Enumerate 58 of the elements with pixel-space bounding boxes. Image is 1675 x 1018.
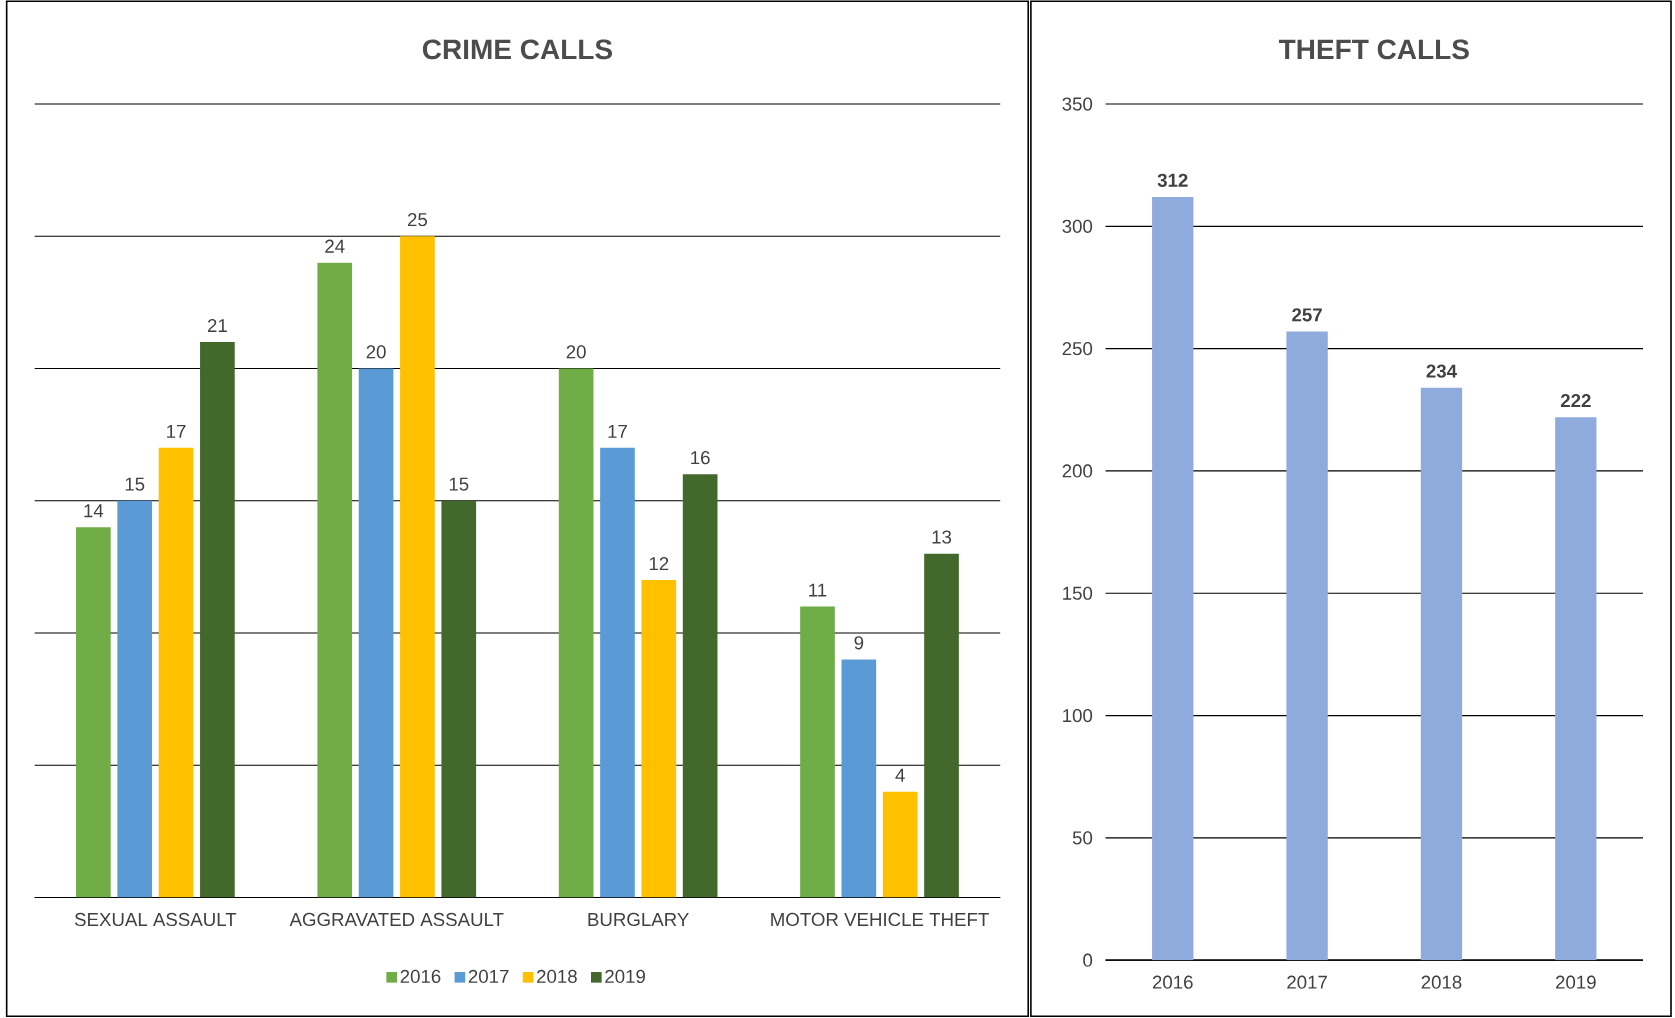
bar	[400, 236, 435, 898]
data-label: 25	[407, 213, 428, 227]
y-tick-label: 250	[1062, 342, 1093, 356]
y-tick-label: 100	[1063, 709, 1093, 723]
y-tick-label: 350	[1062, 97, 1093, 111]
data-label: 20	[566, 345, 586, 359]
bar	[600, 448, 635, 898]
data-label: 21	[207, 319, 227, 333]
bar	[358, 368, 394, 898]
bar	[1555, 417, 1597, 961]
bar	[841, 659, 877, 898]
bar	[1420, 388, 1463, 961]
data-label: 9	[854, 636, 864, 650]
chart-title: THEFT CALLS	[1278, 39, 1469, 60]
bar	[682, 474, 718, 898]
data-label: 15	[449, 477, 469, 491]
data-label: 11	[809, 583, 827, 597]
x-tick-label: AGGRAVATED ASSAULT	[289, 913, 504, 927]
y-tick-label: 200	[1062, 464, 1093, 478]
bar	[558, 368, 594, 898]
chart-title: CRIME CALLS	[422, 39, 612, 60]
y-tick-label: 150	[1063, 586, 1093, 601]
data-label: 234	[1426, 364, 1457, 378]
x-tick-label: MOTOR VEHICLE THEFT	[771, 913, 989, 927]
bar	[924, 553, 959, 898]
bar	[200, 342, 235, 898]
bar	[158, 448, 194, 898]
data-label: 17	[608, 425, 627, 439]
x-tick-label: SEXUAL ASSAULT	[74, 913, 237, 927]
bar	[1286, 331, 1328, 961]
bar	[882, 791, 918, 898]
bar	[800, 606, 835, 898]
data-label: 312	[1157, 173, 1188, 188]
bar	[1152, 197, 1194, 961]
bar	[317, 262, 353, 898]
y-tick-label: 300	[1062, 219, 1093, 234]
data-label: 16	[691, 451, 710, 465]
x-tick-label: 2019	[1556, 975, 1596, 990]
data-label: 15	[125, 477, 145, 491]
bar	[76, 527, 111, 898]
bar	[117, 501, 153, 898]
x-tick-label: BURGLARY	[588, 913, 689, 927]
data-label: 257	[1292, 308, 1322, 322]
data-label: 24	[325, 239, 345, 253]
bar	[641, 580, 677, 898]
data-label: 4	[895, 769, 905, 782]
data-label: 13	[932, 530, 952, 544]
data-label: 17	[167, 425, 186, 439]
data-label: 14	[84, 504, 104, 518]
data-label: 12	[649, 557, 669, 571]
data-label: 20	[366, 345, 386, 359]
y-tick-label: 0	[1083, 953, 1093, 968]
x-tick-label: 2017	[1287, 975, 1327, 990]
bar	[441, 501, 477, 898]
y-tick-label: 50	[1072, 831, 1093, 845]
x-tick-label: 2016	[1152, 975, 1193, 990]
data-label: 222	[1560, 394, 1591, 408]
x-tick-label: 2018	[1421, 975, 1462, 990]
